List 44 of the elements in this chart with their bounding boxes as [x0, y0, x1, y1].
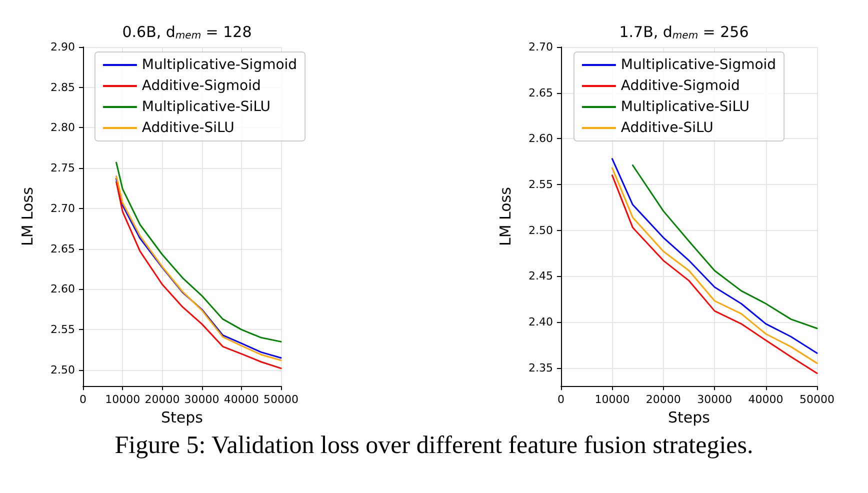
legend-label: Multiplicative-SiLU — [620, 99, 750, 115]
x-axis-title: Steps — [668, 408, 710, 426]
x-tick-label: 10000 — [105, 393, 140, 406]
y-tick-label: 2.40 — [528, 315, 553, 328]
y-tick-label: 2.50 — [528, 224, 553, 237]
x-tick-label: 50000 — [264, 393, 298, 406]
line-series — [632, 164, 818, 330]
legend-label: Additive-Sigmoid — [620, 78, 740, 94]
x-axis-title: Steps — [161, 408, 204, 426]
y-tick-label: 2.65 — [50, 242, 75, 256]
legend-label: Additive-SiLU — [142, 120, 234, 136]
legend-label: Multiplicative-SiLU — [142, 99, 271, 115]
x-tick-label: 0 — [80, 393, 86, 406]
y-tick-label: 2.50 — [50, 363, 75, 376]
caption: Figure 5: Validation loss over different feature fusion strategies. — [114, 432, 754, 460]
y-axis-title: LM Loss — [18, 186, 36, 246]
legend-label: Multiplicative-Sigmoid — [142, 57, 298, 73]
y-tick-label: 2.70 — [528, 40, 553, 54]
y-tick-label: 2.90 — [50, 40, 75, 54]
y-tick-label: 2.60 — [528, 132, 553, 146]
x-tick-label: 20000 — [144, 393, 180, 406]
y-tick-label: 2.80 — [50, 121, 75, 134]
x-tick-label: 20000 — [646, 393, 681, 406]
y-tick-label: 2.60 — [50, 282, 75, 296]
x-tick-label: 40000 — [224, 393, 259, 406]
y-axis-title: LM Loss — [496, 186, 514, 246]
y-tick-label: 2.65 — [528, 86, 553, 100]
y-tick-label: 2.85 — [50, 80, 75, 94]
y-tick-label: 2.35 — [528, 361, 553, 374]
legend-label: Multiplicative-Sigmoid — [620, 57, 776, 73]
y-tick-label: 2.55 — [50, 323, 75, 336]
y-tick-label: 2.75 — [50, 162, 75, 175]
y-tick-label: 2.70 — [50, 202, 75, 215]
x-tick-label: 30000 — [184, 393, 220, 406]
y-tick-label: 2.55 — [528, 178, 553, 191]
legend-label: Additive-Sigmoid — [142, 78, 261, 94]
y-tick-label: 2.45 — [528, 270, 553, 283]
x-tick-label: 30000 — [697, 393, 732, 406]
line-series — [116, 162, 282, 342]
x-tick-label: 40000 — [748, 393, 784, 406]
x-tick-label: 50000 — [800, 393, 834, 406]
x-tick-label: 0 — [558, 393, 564, 406]
legend-label: Additive-SiLU — [620, 120, 714, 136]
x-tick-label: 10000 — [594, 393, 630, 406]
